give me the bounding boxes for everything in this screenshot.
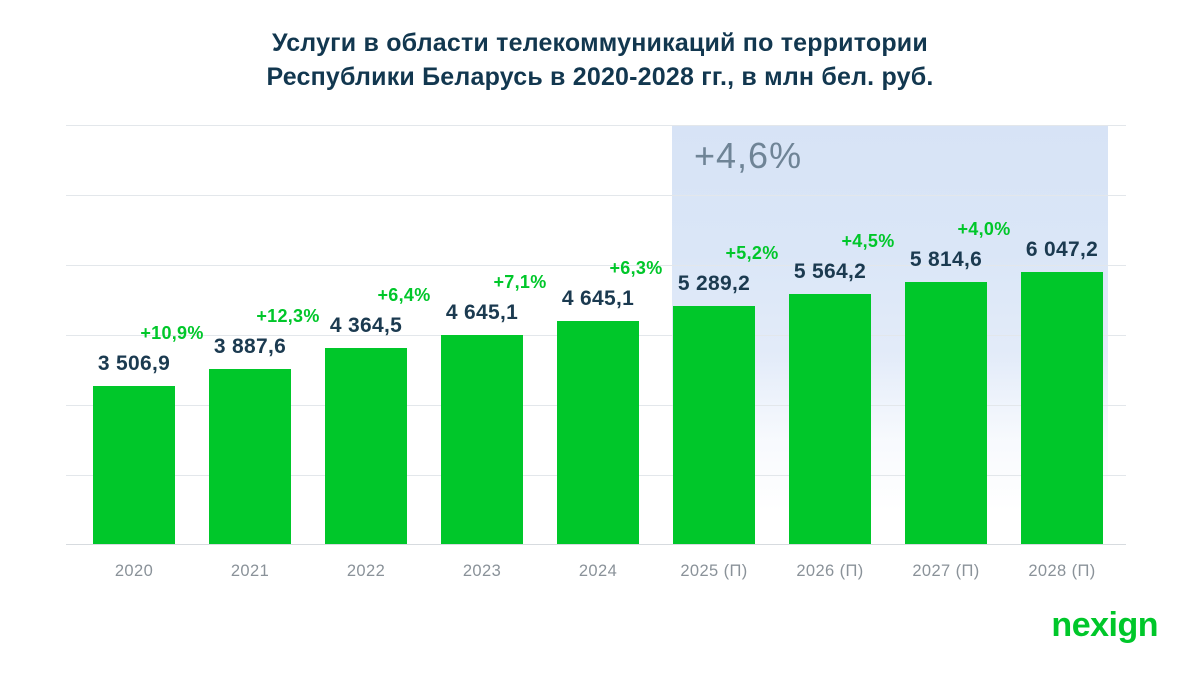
x-axis-label: 2028 (П) — [1028, 562, 1096, 580]
nexign-logo: nexign — [1051, 606, 1158, 644]
bar-value-label: 4 645,1 — [561, 287, 635, 310]
x-axis-label: 2021 — [230, 562, 270, 580]
bar-2021: 3 887,6 +12,3% — [209, 306, 319, 544]
chart-title-line1: Услуги в области телекоммуникаций по тер… — [272, 29, 928, 57]
bar-growth-label: +6,4% — [377, 285, 431, 305]
chart-title-line2: Республики Беларусь в 2020-2028 гг., в м… — [266, 63, 934, 91]
x-axis-label: 2020 — [114, 562, 154, 580]
chart-title: Услуги в области телекоммуникаций по тер… — [0, 26, 1200, 94]
bar-2020: 3 506,9 +10,9% — [93, 323, 203, 544]
bar-value-label: 3 887,6 — [213, 335, 287, 358]
gridline — [66, 195, 1126, 196]
bar-2027 (П): 5 814,6 +4,0% — [905, 219, 1010, 544]
bar-value-label: 4 645,1 — [445, 301, 519, 324]
bar-value-label: 5 564,2 — [793, 260, 867, 283]
x-axis-labels: 2020 2021 2022 2023 2024 2025 (П) 2026 (П) 2027… — [0, 562, 1200, 586]
bar-growth-label: +6,3% — [609, 258, 663, 278]
x-axis-label: 2027 (П) — [912, 562, 980, 580]
bar-growth-label: +7,1% — [493, 272, 547, 292]
bar-2023: 4 645,1 +7,1% — [441, 272, 546, 544]
bar-2028 (П): 6 047,2 — [1021, 238, 1103, 544]
bar-value-label: 4 364,5 — [329, 314, 403, 337]
gridline — [66, 125, 1126, 126]
bar-growth-label: +10,9% — [140, 323, 204, 343]
x-axis-label: 2024 — [578, 562, 618, 580]
bar-value-label: 3 506,9 — [97, 352, 171, 375]
x-axis-label: 2025 (П) — [680, 562, 748, 580]
bar-value-label: 5 814,6 — [909, 248, 983, 271]
bar-growth-label: +12,3% — [256, 306, 320, 326]
bar-growth-label: +4,5% — [841, 231, 895, 251]
x-axis-label: 2023 — [462, 562, 502, 580]
forecast-growth-label: +4,6% — [694, 135, 803, 176]
bar-value-label: 6 047,2 — [1025, 238, 1099, 261]
x-axis-line — [66, 544, 1126, 545]
gridline — [66, 265, 1126, 266]
bar-2024: 4 645,1 +6,3% — [557, 258, 662, 544]
bar-2022: 4 364,5 +6,4% — [325, 285, 430, 544]
bar-value-label: 5 289,2 — [677, 272, 751, 295]
bar-2025 (П): 5 289,2 +5,2% — [673, 243, 778, 544]
x-axis-label: 2026 (П) — [796, 562, 864, 580]
plot-area: +4,6% 3 506,9 +10,9% 3 887,6 +12,3% 4 364,5 +… — [66, 125, 1126, 545]
bar-growth-label: +4,0% — [957, 219, 1011, 239]
bar-2026 (П): 5 564,2 +4,5% — [789, 231, 894, 544]
x-axis-label: 2022 — [346, 562, 386, 580]
bar-growth-label: +5,2% — [725, 243, 779, 263]
